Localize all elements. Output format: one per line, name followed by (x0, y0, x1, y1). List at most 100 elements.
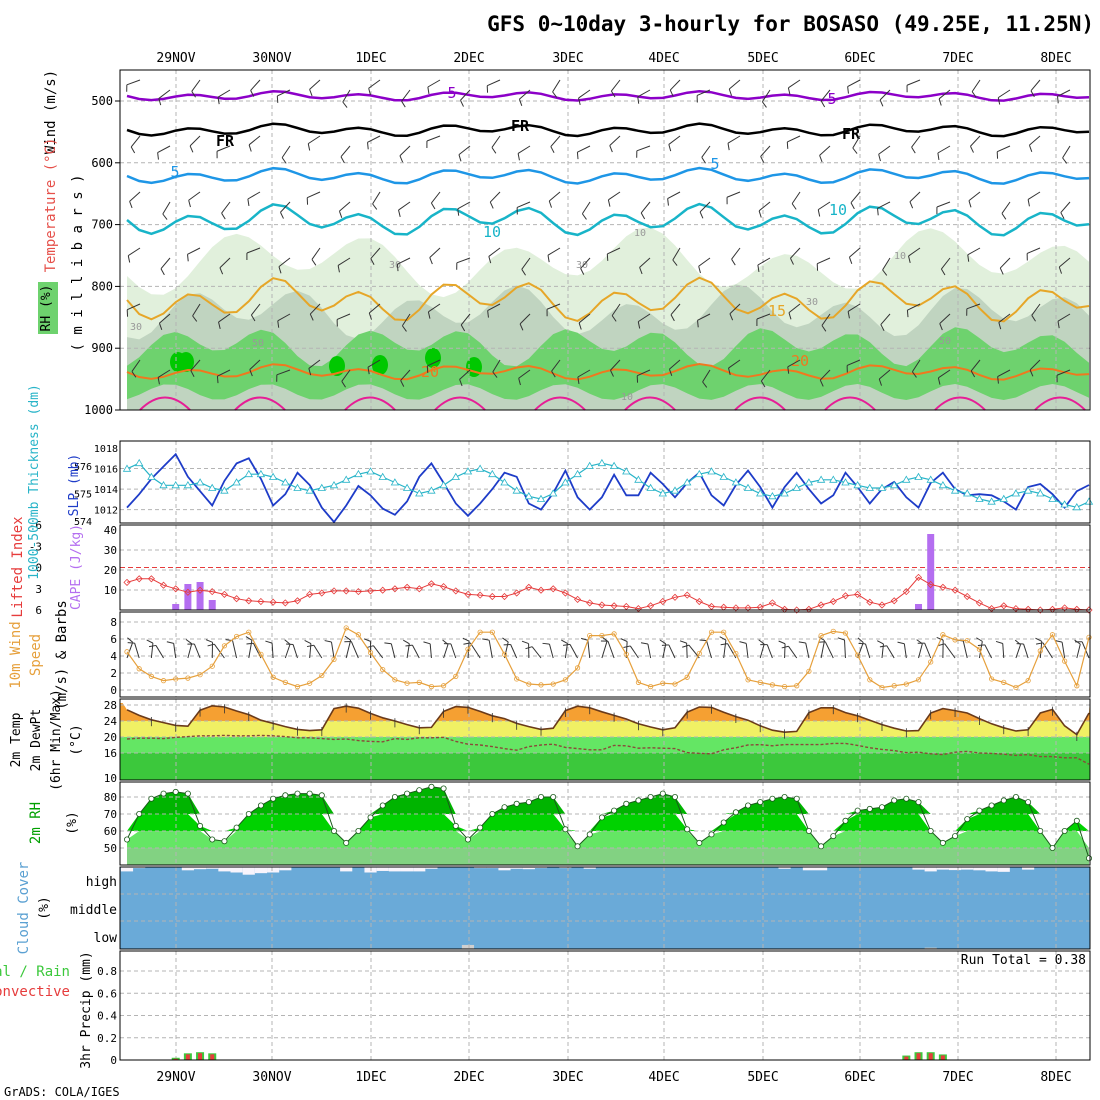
surface-wind-barb (984, 644, 993, 659)
lifted-index-point (415, 585, 423, 593)
thickness-point (561, 478, 570, 486)
run-total: Run Total = 0.38 (961, 953, 1086, 968)
cape-tick-label: 20 (104, 564, 117, 577)
thickness-point (500, 478, 509, 486)
cloud-high-gap (376, 867, 389, 871)
wind-barb (728, 359, 741, 369)
slp-tick-label: 1018 (94, 444, 118, 455)
wind-barb-feather (427, 311, 431, 319)
wind-barb-feather (157, 377, 160, 385)
wind-barb (817, 257, 831, 265)
wind-barb (787, 359, 801, 368)
wind-tick-label: 8 (110, 616, 117, 629)
wind-barb-feather (460, 100, 464, 107)
wind-barb-feather (760, 380, 766, 388)
wind-speed-point (915, 677, 922, 683)
thickness-point (890, 481, 899, 489)
contour-label: FR (216, 132, 235, 150)
wind-barb (519, 89, 531, 100)
wind-barb (760, 145, 771, 157)
wind-barb-feather (551, 370, 556, 378)
surface-wind-barb-feather (620, 638, 628, 642)
thickness-point (1048, 494, 1057, 502)
rh2m-point (574, 843, 581, 850)
wind-barb (367, 135, 381, 143)
rh2m-point (623, 800, 630, 807)
wind-barb-feather (518, 378, 521, 386)
wind-speed-point (855, 652, 861, 658)
wind-barb-feather (1028, 145, 1033, 152)
rh2m-point (793, 795, 800, 802)
wind-barb (521, 257, 531, 270)
lifted-index-point (476, 591, 484, 599)
wind-speed-point (136, 666, 142, 672)
slp-ylabel-thickness: 1000-500mb Thickness (dm) (27, 384, 42, 580)
thickness-point (695, 469, 704, 478)
cloud-high-gap (181, 867, 194, 871)
lifted-index-point (281, 599, 289, 607)
wind-barb (669, 79, 681, 91)
wind-barb (1057, 313, 1071, 322)
wind-barb-feather (787, 87, 791, 95)
wind-barb-feather (189, 145, 194, 153)
precip-convective-bar (940, 1055, 945, 1060)
surface-wind-barb-feather (502, 637, 509, 643)
surface-wind-barb (662, 643, 667, 659)
wind-barb-feather (247, 198, 250, 206)
lifted-index-point (220, 590, 228, 598)
wind-barb (997, 89, 1011, 99)
wind-barb-feather (487, 310, 489, 318)
date-label-top: 5DEC (747, 51, 778, 66)
wind-barb-feather (307, 143, 311, 151)
wind-speed-point (367, 649, 374, 656)
date-label-top: 7DEC (942, 51, 973, 66)
wind-barb (427, 359, 441, 367)
rh2m-point (282, 792, 289, 799)
cloud-high-gap (474, 867, 487, 869)
wind-barb (578, 89, 591, 99)
lifted-index-point (1000, 602, 1008, 610)
wind-barb-feather (459, 379, 463, 387)
wind-barb-feather (669, 89, 674, 97)
rh2m-point (562, 826, 569, 833)
wind-speed-point (246, 629, 252, 635)
slp-thickness-panel: 1018 1016 1014 1012 576 575 574 (74, 440, 1094, 528)
cloud-cover-panel: high middle low (70, 866, 1091, 950)
wind-barb (847, 303, 861, 312)
contour-label: 5 (447, 84, 456, 102)
surface-wind-barb (629, 645, 639, 659)
surface-wind-barb-feather (937, 643, 945, 647)
wind-barb (129, 191, 141, 202)
contour-label: 5 (827, 90, 836, 108)
wind-speed-point (1049, 632, 1056, 638)
rh2m-point (221, 838, 228, 845)
thickness-point (427, 486, 436, 494)
rh2m-tick-label: 80 (104, 791, 117, 804)
wind-barb (547, 247, 561, 256)
wind-frame (119, 611, 1091, 698)
thickness-point (1084, 497, 1094, 505)
temp-contour-25 (734, 396, 786, 411)
wind-speed-point (1086, 634, 1092, 640)
precip-convective-bar (210, 1054, 215, 1060)
wind-barb-feather (877, 208, 879, 216)
wind-barb (372, 191, 381, 205)
precip-tick-label: 0.2 (97, 1032, 117, 1045)
surface-wind-barb-feather (1035, 637, 1042, 642)
wind-barb (1057, 89, 1071, 97)
wind-speed-point (976, 646, 983, 652)
wind-barb-feather (667, 198, 669, 206)
surface-wind-barb (126, 642, 134, 659)
temp2m-tick-label: 16 (104, 747, 117, 760)
wind-barb (398, 201, 411, 211)
wind-barb (639, 257, 651, 268)
wind-barb (938, 369, 951, 379)
lifted-index-point (172, 585, 180, 593)
wind-barb-feather (192, 315, 198, 322)
wind-barb (936, 201, 951, 208)
surface-wind-barb (886, 645, 895, 659)
surface-wind-barb-feather (879, 645, 887, 648)
wind-barb (581, 201, 591, 215)
wind-barb-feather (791, 203, 797, 210)
wind-barb (788, 303, 801, 314)
